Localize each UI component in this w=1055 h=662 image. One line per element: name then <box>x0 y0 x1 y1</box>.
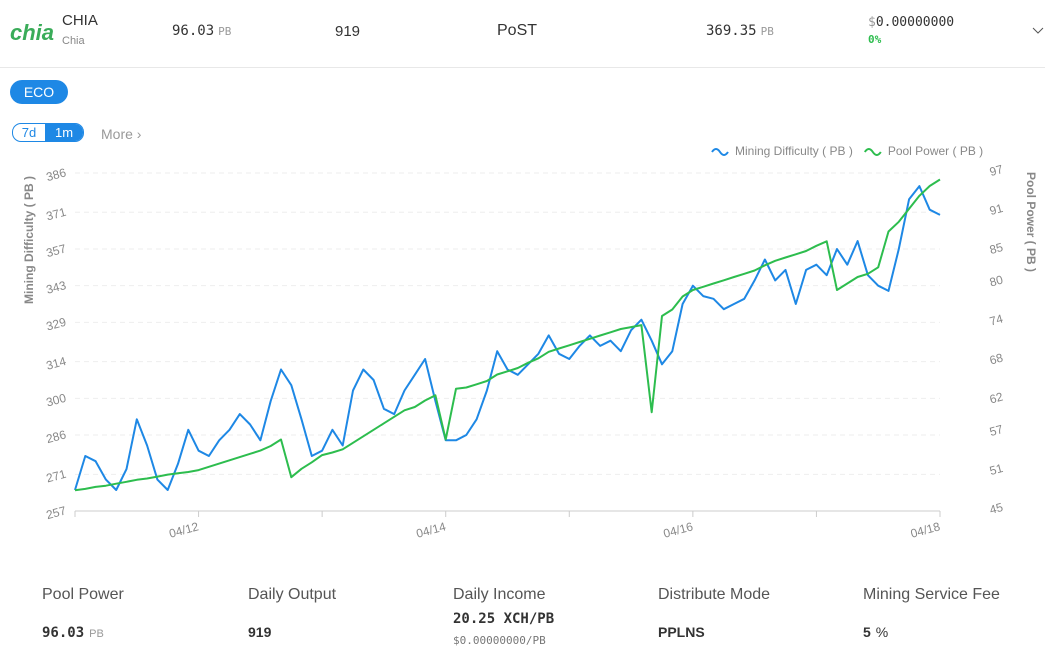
header-power: 96.03 PB <box>172 23 231 39</box>
coin-sub: Chia <box>62 35 85 47</box>
y-tick-label: 300 <box>45 391 68 410</box>
stat-label: Distribute Mode <box>658 586 770 604</box>
label: Daily Income <box>453 586 546 603</box>
stat-sub: $0.00000000/PB <box>453 634 554 647</box>
y2-axis-label: Pool Power ( PB ) <box>1024 172 1038 272</box>
stat-value: PPLNS <box>658 624 705 642</box>
series-line <box>74 178 941 492</box>
y2-tick-label: 57 <box>988 422 1005 439</box>
label: Mining Service Fee <box>863 586 1000 603</box>
logo: chia <box>10 20 55 45</box>
value: 919 <box>248 624 272 640</box>
y2-tick-label: 80 <box>988 272 1005 289</box>
y2-tick-label: 45 <box>988 500 1005 517</box>
legend-icon <box>711 148 729 156</box>
y-tick-label: 257 <box>45 503 68 522</box>
label: Pool Power <box>42 586 124 603</box>
tab[interactable]: 7d <box>21 125 37 140</box>
y2-tick-label: 97 <box>988 162 1005 179</box>
y2-tick-label: 74 <box>988 311 1005 328</box>
header-price: $0.00000000 <box>868 15 954 30</box>
unit: % <box>875 624 889 640</box>
y2-tick-label: 91 <box>988 201 1005 218</box>
y2-tick-label: 62 <box>988 389 1005 406</box>
label: Distribute Mode <box>658 586 771 603</box>
label: Daily Output <box>248 586 337 603</box>
sub: $0.00000000/PB <box>453 634 546 647</box>
value: PPLNS <box>658 624 705 640</box>
y-tick-label: 371 <box>45 205 68 224</box>
value: 96.03 <box>172 23 215 39</box>
y2-tick-label: 85 <box>988 240 1005 257</box>
stat-label: Daily Income <box>453 586 545 604</box>
period-tabs: 7d 1m <box>12 123 84 142</box>
value: 20.25 XCH/PB <box>453 611 555 627</box>
unit: PB <box>89 628 104 640</box>
more: More <box>101 126 133 142</box>
y-tick-label: 386 <box>45 165 68 184</box>
unit: PB <box>760 25 774 38</box>
coin-name: CHIA <box>62 12 98 29</box>
tab-active[interactable]: 1m <box>45 124 83 141</box>
x-tick-label: 04/14 <box>415 519 448 540</box>
stat-value: 96.03 PB <box>42 624 104 642</box>
header-change: 0% <box>868 33 882 46</box>
unit: PB <box>218 25 232 38</box>
stat-label: Mining Service Fee <box>863 586 1000 604</box>
y2-tick-label: 68 <box>988 350 1005 367</box>
series-line <box>74 185 941 491</box>
divider <box>0 67 1045 68</box>
stat-label: Daily Output <box>248 586 336 604</box>
y-tick-label: 286 <box>45 427 68 446</box>
y-axis-label: Mining Difficulty ( PB ) <box>22 176 36 304</box>
stat-value: 20.25 XCH/PB $0.00000000/PB <box>453 610 554 647</box>
y-tick-label: 314 <box>45 354 68 373</box>
value: 5 <box>863 624 871 640</box>
stat-value: 919 <box>248 624 271 642</box>
value: 96.03 <box>42 625 85 641</box>
value: 369.35 <box>706 23 757 39</box>
y-tick-label: 357 <box>45 241 68 260</box>
x-tick-label: 04/12 <box>168 519 201 540</box>
eco-button[interactable]: ECO <box>10 80 68 104</box>
currency: $ <box>868 15 876 30</box>
chevron[interactable] <box>1032 26 1044 36</box>
legend-label: Pool Power ( PB ) <box>888 144 983 158</box>
y2-tick-label: 51 <box>988 461 1005 478</box>
legend-label: Mining Difficulty ( PB ) <box>735 144 853 158</box>
y-tick-label: 271 <box>45 467 68 486</box>
x-tick-label: 04/18 <box>909 519 942 540</box>
y-tick-label: 329 <box>45 315 68 334</box>
value: 0.00000000 <box>875 15 955 30</box>
stat-label: Pool Power <box>42 586 124 604</box>
header-output: 919 <box>335 23 361 40</box>
legend-icon <box>863 148 882 156</box>
y-tick-label: 343 <box>45 278 68 297</box>
stat-value: 5% <box>863 624 888 642</box>
header-algorithm: PoST <box>497 22 538 39</box>
more-link[interactable]: More › <box>101 126 142 142</box>
x-tick-label: 04/16 <box>662 519 695 540</box>
header-difficulty: 369.35 PB <box>706 23 774 39</box>
